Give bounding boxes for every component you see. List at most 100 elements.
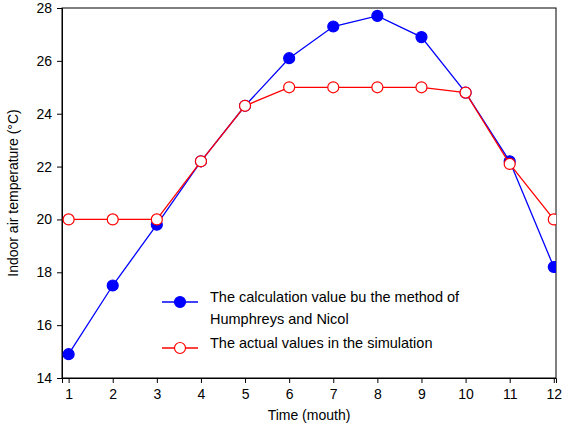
series-marker (63, 214, 74, 225)
y-tick: 18 (36, 264, 62, 280)
x-tick-mark (201, 378, 202, 383)
series-marker (328, 82, 339, 93)
x-tick: 10 (458, 378, 474, 402)
x-axis: 123456789101112 (63, 378, 563, 402)
series-marker (416, 32, 427, 43)
x-tick-mark (157, 378, 158, 383)
y-tick-mark (57, 219, 62, 220)
y-tick-mark (57, 114, 62, 115)
legend-swatch-marker (175, 343, 186, 354)
series-marker (328, 21, 339, 32)
y-tick: 20 (36, 211, 62, 227)
series-marker (504, 158, 515, 169)
series-marker (107, 280, 118, 291)
x-tick-mark (69, 378, 70, 383)
series-marker (107, 214, 118, 225)
legend: The calculation value bu the method ofHu… (162, 289, 460, 354)
series-marker (284, 82, 295, 93)
x-tick: 1 (65, 378, 73, 402)
x-tick: 5 (242, 378, 250, 402)
x-tick-label: 1 (65, 386, 73, 402)
x-tick: 9 (418, 378, 426, 402)
series-line (69, 87, 554, 219)
series-line (69, 16, 554, 354)
series-marker (195, 156, 206, 167)
legend-item: The calculation value bu the method ofHu… (162, 289, 460, 327)
x-tick-mark (289, 378, 290, 383)
x-tick-label: 11 (503, 386, 518, 402)
y-tick-label: 16 (36, 317, 52, 333)
y-tick-mark (57, 61, 62, 62)
x-tick: 4 (198, 378, 206, 402)
x-tick-mark (554, 378, 555, 383)
y-tick-mark (57, 167, 62, 168)
x-tick-label: 10 (458, 386, 474, 402)
plot-area: 1234567891011121416182022242628The calcu… (36, 0, 562, 402)
y-tick-mark (57, 378, 62, 379)
y-tick: 14 (36, 370, 62, 386)
x-tick: 3 (153, 378, 161, 402)
x-tick: 8 (374, 378, 382, 402)
x-tick-mark (510, 378, 511, 383)
series-marker (460, 87, 471, 98)
x-tick-mark (333, 378, 334, 383)
x-tick-mark (421, 378, 422, 383)
legend-item: The actual values in the simulation (162, 335, 432, 354)
y-tick-label: 14 (36, 370, 52, 386)
x-tick-label: 2 (109, 386, 117, 402)
x-tick: 7 (330, 378, 338, 402)
legend-label: The actual values in the simulation (210, 335, 432, 351)
plot-frame (62, 8, 556, 378)
y-tick: 24 (36, 106, 62, 122)
series-marker (195, 156, 206, 167)
x-tick: 12 (547, 378, 563, 402)
x-tick-label: 7 (330, 386, 338, 402)
y-tick-label: 20 (36, 211, 52, 227)
series-marker (460, 87, 471, 98)
x-tick-mark (245, 378, 246, 383)
series-marker (240, 100, 251, 111)
legend-label: The calculation value bu the method ofHu… (210, 289, 460, 327)
x-tick: 2 (109, 378, 117, 402)
x-tick-label: 9 (418, 386, 426, 402)
x-axis-line (63, 379, 557, 384)
series-marker (63, 349, 74, 360)
data-layer (63, 10, 556, 359)
series-marker (151, 214, 162, 225)
y-tick-label: 22 (36, 159, 52, 175)
series-marker (416, 82, 427, 93)
x-tick: 11 (503, 378, 518, 402)
y-tick-label: 18 (36, 264, 52, 280)
x-tick-label: 6 (286, 386, 294, 402)
x-tick-mark (113, 378, 114, 383)
x-tick-mark (466, 378, 467, 383)
x-axis-title: Time (mouth) (268, 407, 351, 423)
series-marker (240, 100, 251, 111)
series-marker (372, 10, 383, 21)
legend-swatch-marker (175, 297, 186, 308)
y-axis: 14 16 18 20 22 24 26 28 (36, 0, 62, 386)
x-tick: 6 (286, 378, 294, 402)
chart: 1234567891011121416182022242628The calcu… (0, 0, 568, 432)
y-tick-mark (57, 325, 62, 326)
x-tick-label: 8 (374, 386, 382, 402)
y-tick-label: 26 (36, 53, 52, 69)
series-marker (548, 214, 556, 225)
x-tick-label: 4 (198, 386, 206, 402)
y-tick-mark (57, 8, 62, 9)
x-tick-label: 5 (242, 386, 250, 402)
y-tick: 26 (36, 53, 62, 69)
x-tick-label: 3 (153, 386, 161, 402)
y-tick-label: 24 (36, 106, 52, 122)
series-marker (372, 82, 383, 93)
y-axis-title: Indoor air temperature (°C) (5, 109, 21, 276)
series-marker (284, 53, 295, 64)
y-tick: 22 (36, 159, 62, 175)
y-tick: 28 (36, 0, 62, 16)
y-tick-mark (57, 272, 62, 273)
y-tick: 16 (36, 317, 62, 333)
y-tick-label: 28 (36, 0, 52, 16)
x-tick-label: 12 (547, 386, 563, 402)
series-marker (548, 262, 556, 273)
x-tick-mark (377, 378, 378, 383)
